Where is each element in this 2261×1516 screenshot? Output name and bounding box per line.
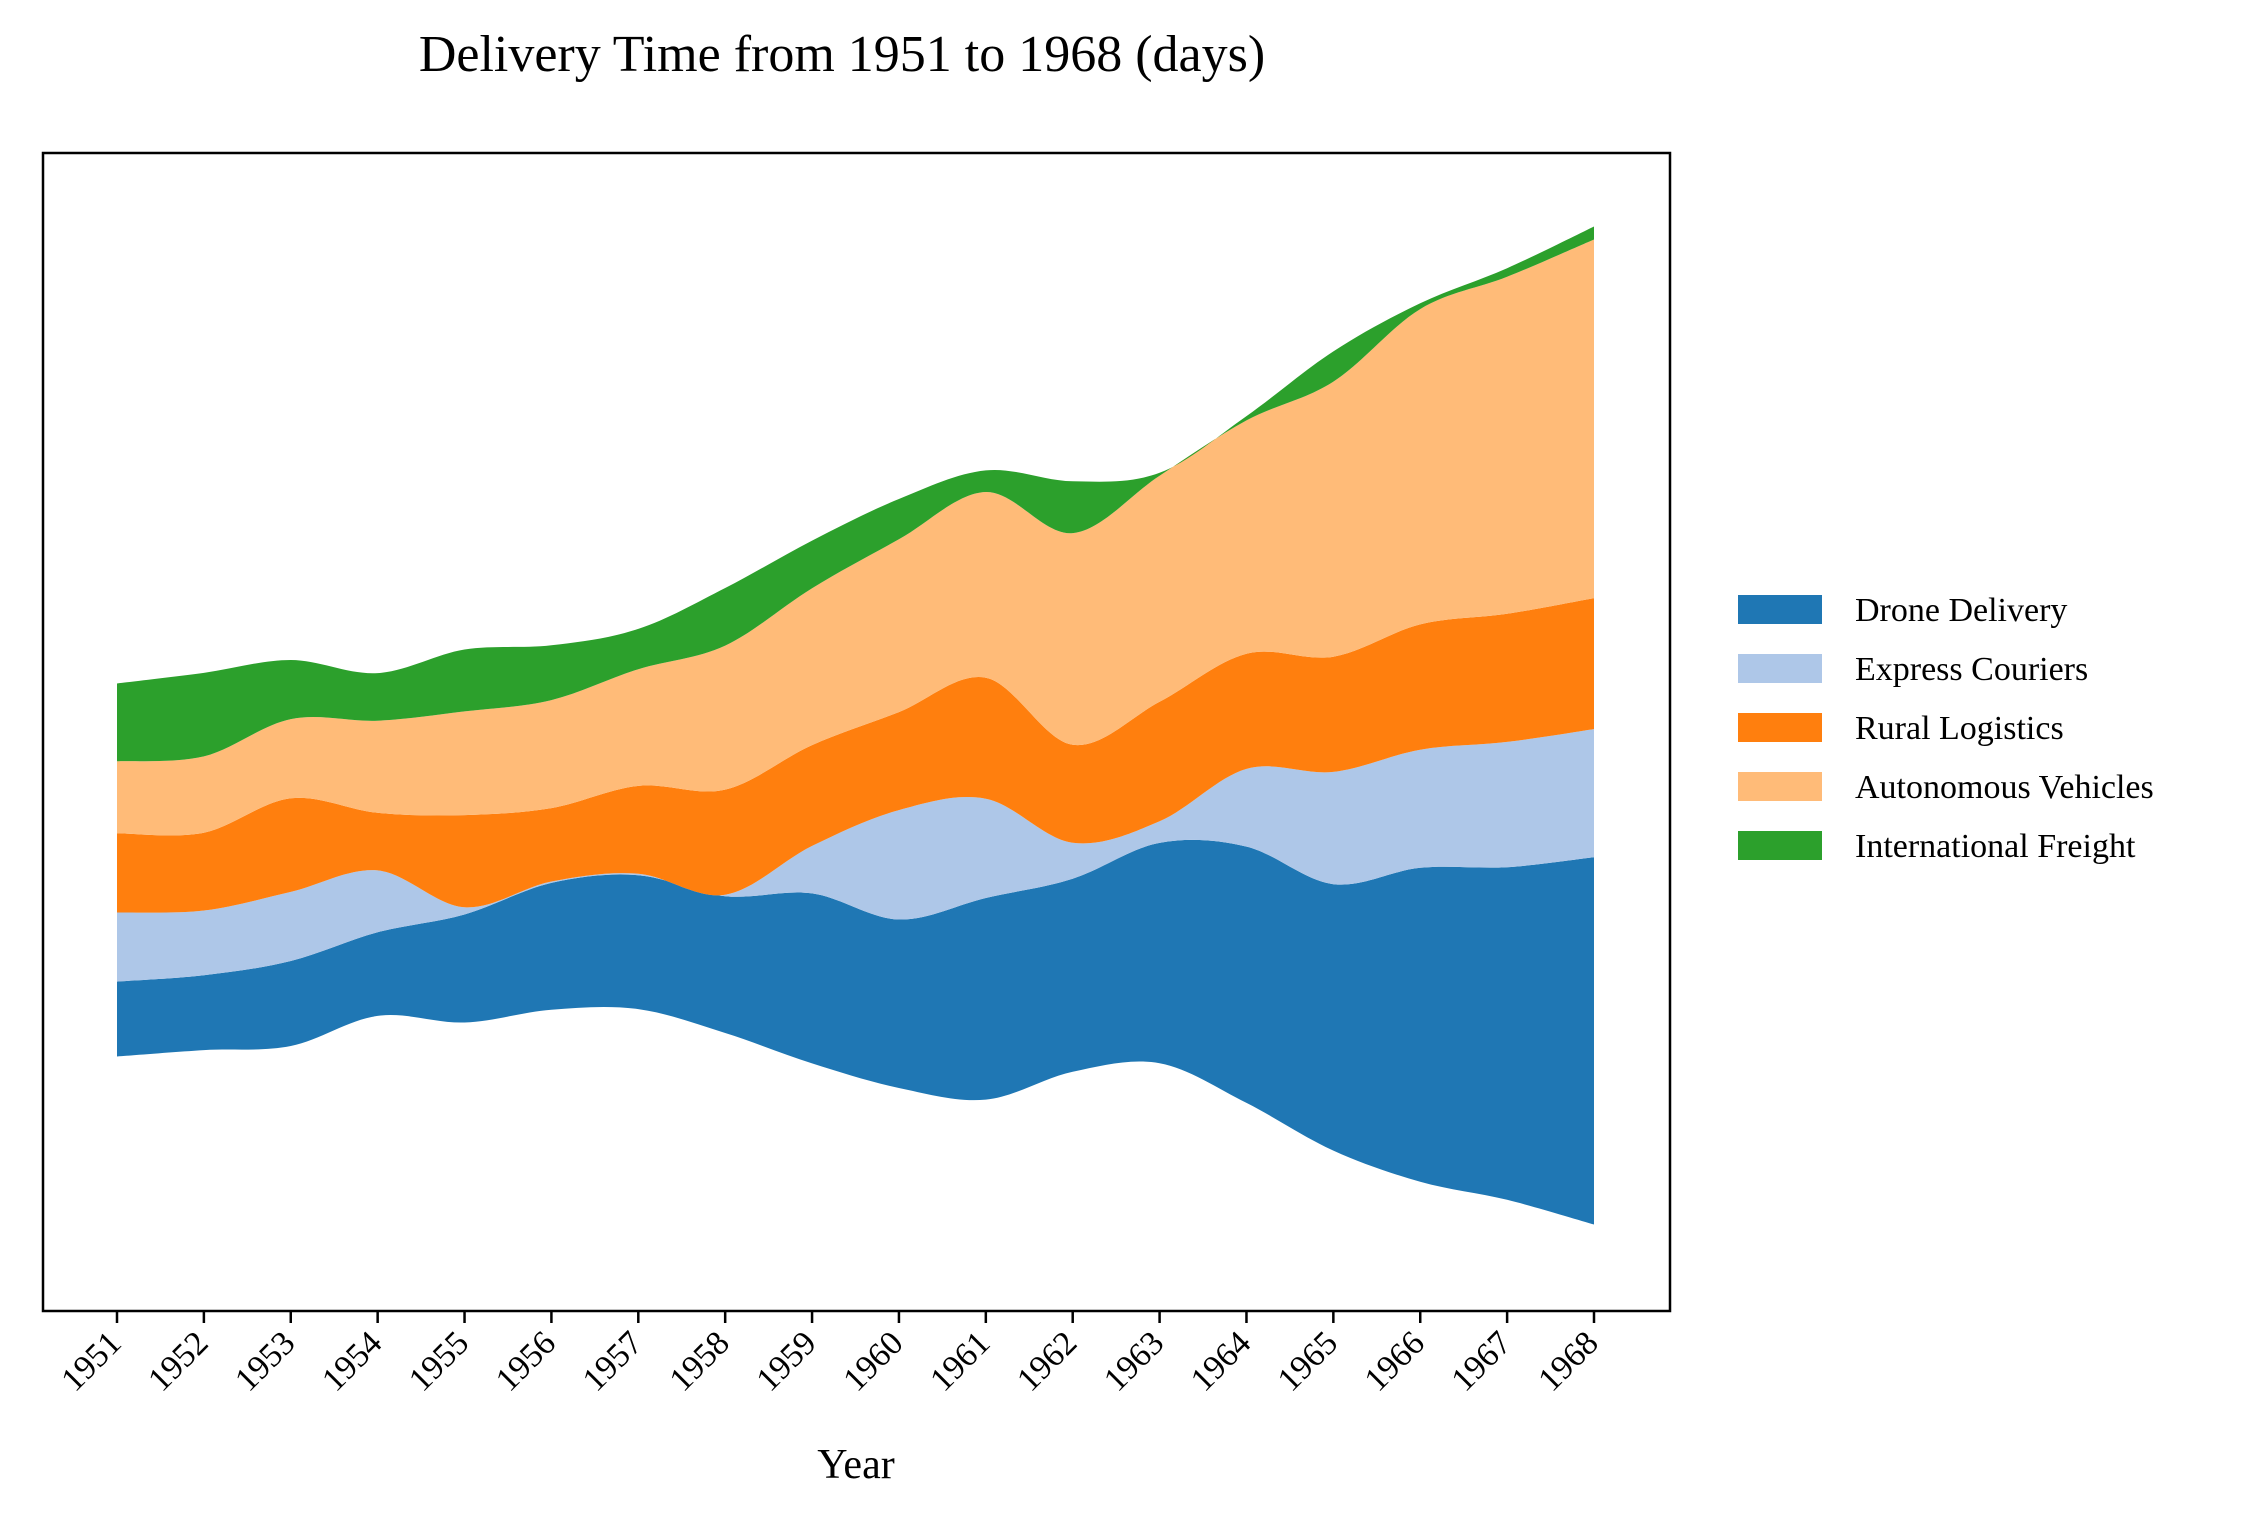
x-tick-label: 1961 [923, 1324, 997, 1398]
plot-frame [41, 151, 1672, 1313]
x-tick-label: 1959 [749, 1324, 823, 1398]
x-tick-label: 1964 [1184, 1324, 1258, 1398]
x-tick-label: 1953 [228, 1324, 302, 1398]
legend: Drone Delivery Express Couriers Rural Logi… [1738, 592, 2154, 865]
x-axis: 1951 1952 1953 1954 1955 1956 1957 1958 1959 1960… [54, 1311, 1606, 1399]
chart-title: Delivery Time from 1951 to 1968 (days) [419, 26, 1265, 83]
x-tick-label: 1957 [576, 1324, 650, 1398]
x-tick-label: 1962 [1010, 1324, 1084, 1398]
x-axis-title: Year [817, 1442, 894, 1488]
stream-autonomous-vehicles [117, 239, 1594, 836]
x-tick-label: 1952 [141, 1324, 215, 1398]
legend-swatch [1738, 595, 1822, 624]
legend-label: Autonomous Vehicles [1855, 769, 2154, 806]
legend-swatch [1738, 654, 1822, 683]
legend-swatch [1738, 772, 1822, 801]
x-tick-label: 1954 [315, 1324, 389, 1398]
legend-label: Drone Delivery [1855, 592, 2067, 629]
x-tick-label: 1963 [1097, 1324, 1171, 1398]
x-tick-label: 1968 [1531, 1324, 1605, 1398]
legend-label: Rural Logistics [1855, 710, 2064, 747]
x-tick-label: 1956 [489, 1324, 563, 1398]
stream-express-couriers [117, 729, 1594, 982]
legend-swatch [1738, 831, 1822, 860]
stream-international-freight [117, 226, 1594, 762]
legend-label: International Freight [1855, 828, 2136, 865]
legend-label: Express Couriers [1855, 651, 2088, 688]
stream-drone-delivery [117, 839, 1594, 1225]
x-tick-label: 1960 [836, 1324, 910, 1398]
x-tick-label: 1967 [1445, 1324, 1519, 1398]
stream-layers [117, 226, 1594, 1225]
stream-rural-logistics [117, 598, 1594, 913]
legend-swatch [1738, 713, 1822, 742]
x-tick-label: 1965 [1271, 1324, 1345, 1398]
x-tick-label: 1966 [1358, 1324, 1432, 1398]
x-tick-label: 1951 [54, 1324, 128, 1398]
x-tick-label: 1958 [663, 1324, 737, 1398]
x-tick-label: 1955 [402, 1324, 476, 1398]
